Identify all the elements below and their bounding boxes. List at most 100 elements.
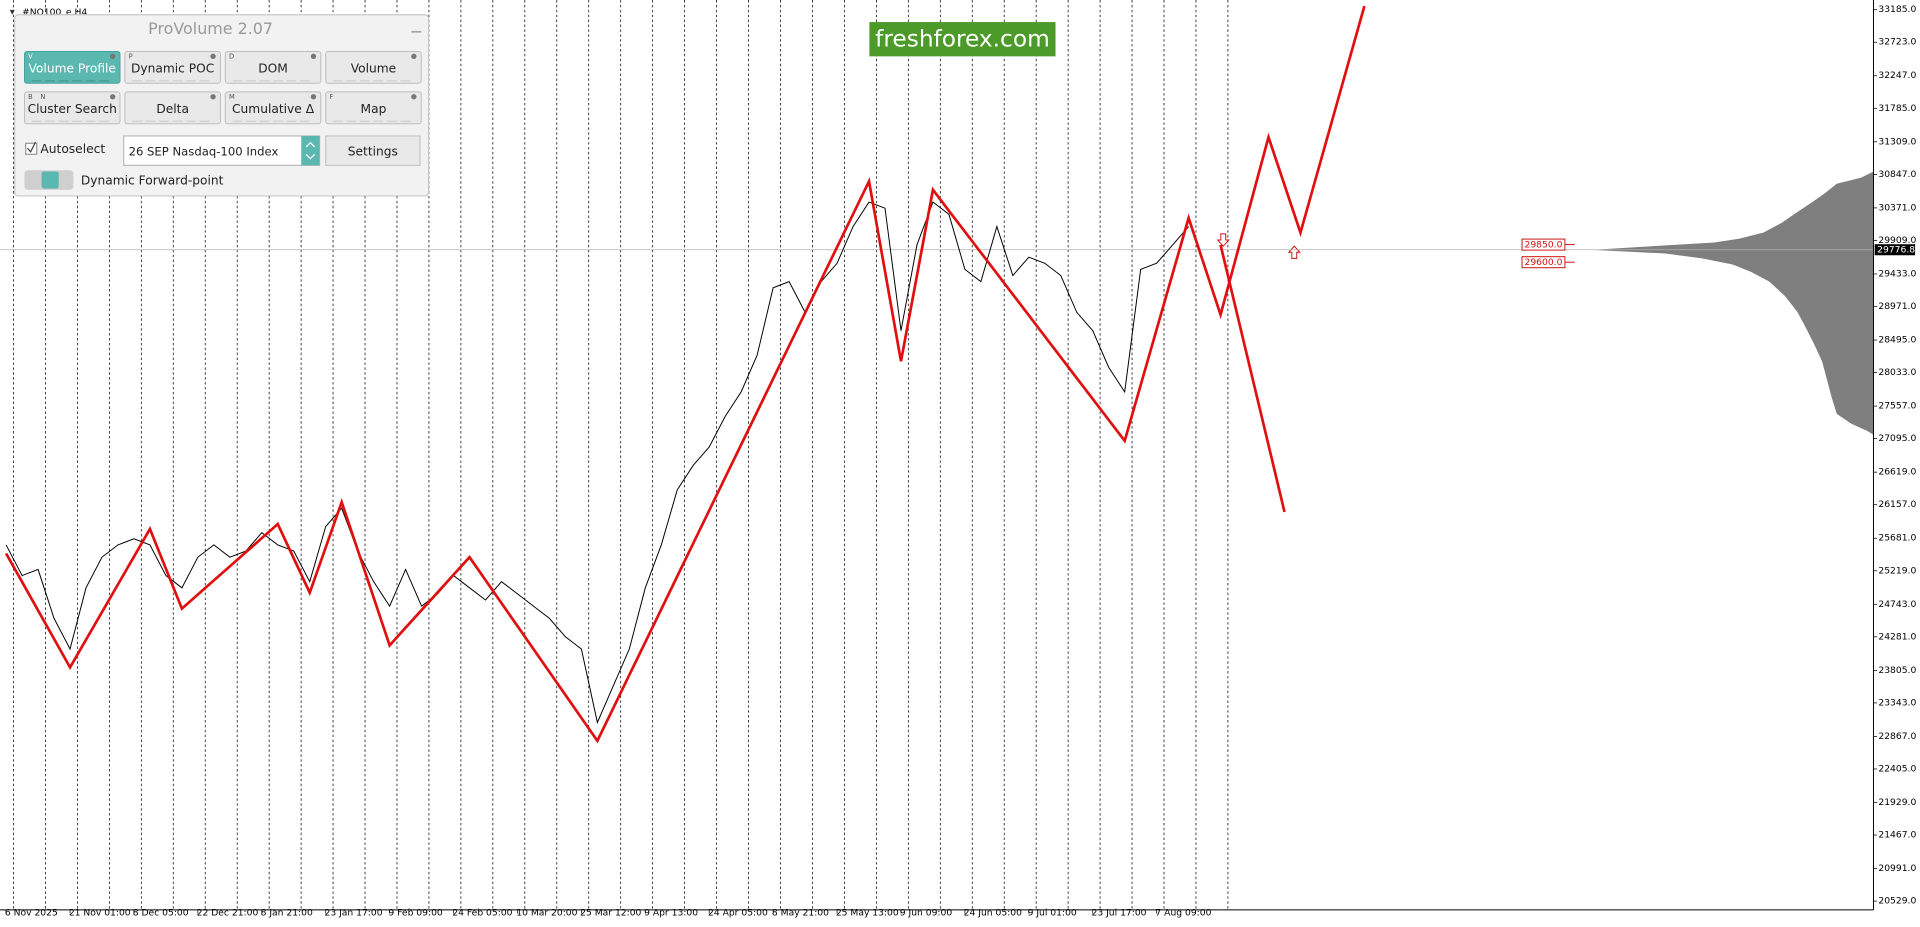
tool-button[interactable]: [124, 91, 221, 125]
tool-button[interactable]: [224, 91, 322, 125]
check-mark: [27, 141, 37, 153]
x-tick-label: 6 Nov 2025: [5, 907, 58, 918]
button-grid: Volume Profile V Dynamic POC P DOM D Volume Clu…: [24, 50, 422, 125]
x-tick-label: 9 Jul 01:00: [1028, 907, 1077, 918]
x-tick-label: 8 Jan 21:00: [261, 907, 313, 918]
tool-button[interactable]: [24, 91, 121, 125]
y-tick-label: 21929.0: [1878, 797, 1916, 808]
hotkey: M: [229, 93, 235, 101]
hotkey: B: [28, 93, 33, 101]
button-gear[interactable]: [310, 94, 317, 100]
x-tick-label: 24 Jun 05:00: [964, 907, 1022, 918]
spinner-arrows: [305, 141, 316, 160]
x-tick-label: 7 Aug 09:00: [1155, 907, 1211, 918]
tool-button-label: Map: [361, 102, 387, 116]
toggle-knob: [41, 171, 59, 189]
button-gear[interactable]: [210, 94, 216, 100]
watermark: freshforex.com: [875, 25, 1050, 52]
zigzag-line: [4, 5, 1366, 744]
y-tick-label: 30371.0: [1878, 202, 1916, 213]
tool-button-label: Cumulative Δ: [232, 102, 315, 116]
zigzag-line: [1219, 244, 1286, 513]
y-tick-label: 27095.0: [1878, 433, 1916, 444]
tool-button[interactable]: [24, 50, 121, 84]
symbol-label: #NQ100_e,H4: [22, 7, 87, 18]
instrument-value: 26 SEP Nasdaq-100 Index: [129, 144, 279, 158]
forward-point-label: Dynamic Forward-point: [81, 174, 224, 188]
y-tick-label: 22405.0: [1878, 763, 1916, 774]
panel-title: ProVolume 2.07: [148, 19, 273, 38]
autoselect-label[interactable]: Autoselect: [40, 142, 105, 156]
button-gear[interactable]: [109, 94, 116, 100]
hotkey: N: [40, 93, 45, 101]
y-tick-label: 29909.0: [1878, 235, 1916, 246]
tool-button[interactable]: [325, 50, 422, 84]
button-gear[interactable]: [310, 53, 317, 60]
y-tick-label: 32723.0: [1878, 37, 1916, 48]
settings-label: Settings: [348, 144, 398, 158]
y-tick-label: 20991.0: [1878, 863, 1916, 874]
tool-button[interactable]: [124, 50, 221, 84]
current-price-tag: [1874, 244, 1916, 256]
y-tick-label: 25681.0: [1878, 533, 1916, 544]
x-tick-label: 21 Nov 01:00: [69, 907, 131, 918]
y-tick-label: 33185.0: [1878, 4, 1916, 15]
y-tick-label: 23805.0: [1878, 665, 1916, 676]
y-tick-label: 29433.0: [1878, 268, 1916, 279]
y-tick-label: 21467.0: [1878, 830, 1916, 841]
watermark-box: [869, 22, 1056, 57]
y-tick-label: 32247.0: [1878, 70, 1916, 81]
tool-button-label: Dynamic POC: [131, 62, 214, 76]
x-tick-label: 24 Apr 05:00: [708, 907, 768, 918]
y-tick-label: 28971.0: [1878, 301, 1916, 312]
tool-button[interactable]: [224, 50, 322, 84]
y-tick-label: 22867.0: [1878, 731, 1916, 742]
x-tick-label: 24 Feb 05:00: [452, 907, 512, 918]
x-tick-label: 10 Mar 20:00: [516, 907, 577, 918]
button-gear[interactable]: [411, 94, 417, 100]
autoselect-checkbox[interactable]: [25, 142, 38, 155]
x-tick-label: 22 Dec 21:00: [197, 907, 259, 918]
tool-button-label: Volume: [351, 62, 397, 76]
buy-arrow: [1287, 245, 1301, 259]
series-layer: [0, 5, 1874, 744]
y-tick-label: 31785.0: [1878, 103, 1916, 114]
y-tick-label: 26619.0: [1878, 467, 1916, 478]
x-tick-label: 9 Feb 09:00: [388, 907, 443, 918]
x-tick-label: 23 Jul 17:00: [1092, 907, 1147, 918]
x-tick-label: 23 Jan 17:00: [324, 907, 382, 918]
y-tick-label: 20529.0: [1878, 896, 1916, 907]
y-tick-label: 24743.0: [1878, 599, 1916, 610]
volume-profile: [1591, 171, 1874, 435]
y-tick-label: 31309.0: [1878, 136, 1916, 147]
price-line: [5, 201, 1189, 725]
hotkey: F: [329, 93, 333, 101]
spinner[interactable]: [301, 135, 320, 166]
y-tick-label: 23343.0: [1878, 697, 1916, 708]
button-gear[interactable]: [411, 53, 417, 60]
x-tick-label: 9 Apr 13:00: [644, 907, 698, 918]
x-tick-label: 8 May 21:00: [772, 907, 829, 918]
hotkey: D: [229, 52, 234, 60]
x-tick-label: 8 Dec 05:00: [133, 907, 189, 918]
level-label: 29850.0: [1524, 239, 1562, 250]
x-tick-label: 25 May 13:00: [836, 907, 899, 918]
button-gear[interactable]: [210, 53, 216, 60]
button-gear[interactable]: [109, 53, 116, 60]
instrument-dropdown[interactable]: [123, 135, 321, 166]
hotkey: P: [129, 52, 133, 60]
tool-button-label: Volume Profile: [29, 62, 116, 76]
tool-button-label: Delta: [156, 102, 189, 116]
tool-button[interactable]: [325, 91, 422, 125]
level-box: [1521, 256, 1566, 269]
hotkey: V: [28, 52, 33, 60]
tool-button-label: DOM: [258, 62, 288, 76]
settings-button[interactable]: [325, 135, 421, 166]
y-tick-label: 26157.0: [1878, 499, 1916, 510]
level-label: 29600.0: [1524, 257, 1562, 268]
menu-arrow[interactable]: [9, 9, 15, 15]
current-price-label: 29776.8: [1877, 245, 1915, 256]
